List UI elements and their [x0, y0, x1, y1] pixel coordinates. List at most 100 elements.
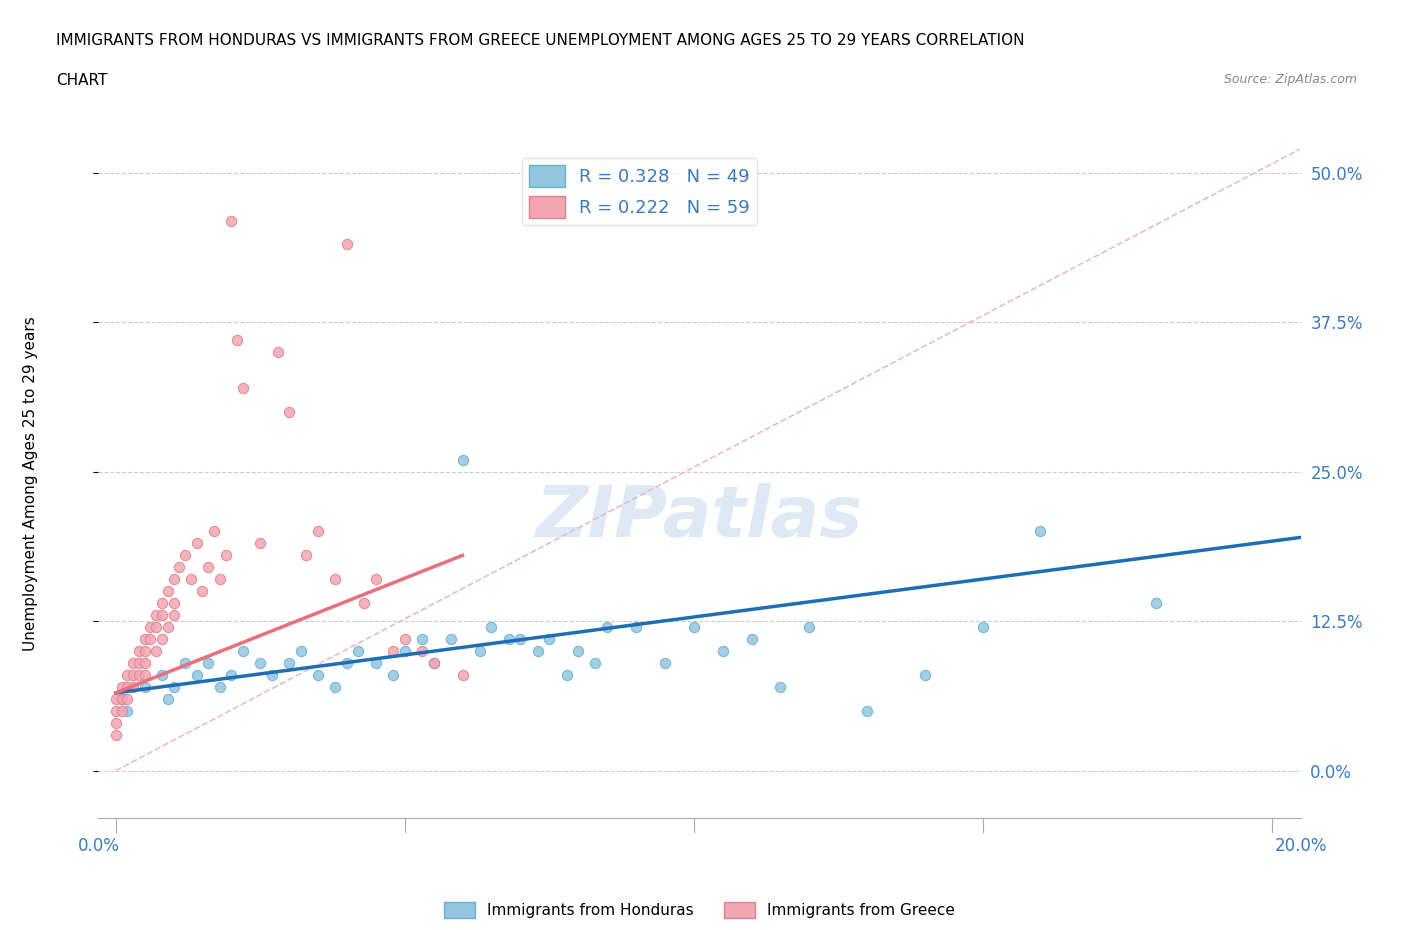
- Point: [232, 380, 254, 395]
- Point: [364, 572, 387, 587]
- Point: [208, 572, 231, 587]
- Point: [364, 656, 387, 671]
- Point: [156, 691, 179, 706]
- Point: [440, 631, 463, 646]
- Point: [914, 668, 936, 683]
- Point: [162, 596, 184, 611]
- Point: [266, 345, 288, 360]
- Point: [509, 631, 531, 646]
- Point: [214, 548, 236, 563]
- Point: [197, 560, 219, 575]
- Point: [1029, 524, 1052, 538]
- Point: [624, 619, 647, 634]
- Point: [156, 584, 179, 599]
- Point: [162, 680, 184, 695]
- Point: [451, 668, 474, 683]
- Point: [134, 680, 156, 695]
- Point: [162, 572, 184, 587]
- Point: [278, 656, 301, 671]
- Point: [134, 656, 156, 671]
- Point: [122, 680, 145, 695]
- Point: [174, 548, 197, 563]
- Point: [162, 607, 184, 622]
- Point: [150, 668, 173, 683]
- Point: [567, 644, 589, 658]
- Point: [208, 680, 231, 695]
- Point: [295, 548, 318, 563]
- Point: [110, 691, 132, 706]
- Point: [856, 703, 879, 718]
- Point: [128, 656, 150, 671]
- Point: [145, 619, 167, 634]
- Point: [122, 656, 145, 671]
- Point: [682, 619, 704, 634]
- Point: [799, 619, 821, 634]
- Point: [336, 237, 359, 252]
- Point: [128, 668, 150, 683]
- Point: [585, 656, 607, 671]
- Point: [104, 691, 127, 706]
- Point: [150, 596, 173, 611]
- Point: [110, 680, 132, 695]
- Point: [232, 644, 254, 658]
- Text: 0.0%: 0.0%: [77, 837, 120, 855]
- Point: [596, 619, 619, 634]
- Point: [654, 656, 676, 671]
- Point: [104, 703, 127, 718]
- Point: [325, 680, 347, 695]
- Point: [221, 668, 243, 683]
- Point: [538, 631, 561, 646]
- Point: [174, 656, 197, 671]
- Point: [260, 668, 283, 683]
- Legend: R = 0.328   N = 49, R = 0.222   N = 59: R = 0.328 N = 49, R = 0.222 N = 59: [522, 158, 758, 225]
- Point: [347, 644, 370, 658]
- Point: [411, 631, 433, 646]
- Point: [740, 631, 762, 646]
- Point: [555, 668, 578, 683]
- Text: ZIPatlas: ZIPatlas: [536, 483, 863, 551]
- Point: [186, 668, 208, 683]
- Point: [1144, 596, 1167, 611]
- Text: Source: ZipAtlas.com: Source: ZipAtlas.com: [1223, 73, 1357, 86]
- Point: [382, 668, 405, 683]
- Point: [169, 560, 191, 575]
- Point: [468, 644, 491, 658]
- Point: [202, 524, 225, 538]
- Point: [104, 715, 127, 730]
- Point: [422, 656, 444, 671]
- Point: [526, 644, 548, 658]
- Point: [128, 644, 150, 658]
- Point: [186, 536, 208, 551]
- Point: [394, 644, 416, 658]
- Point: [145, 607, 167, 622]
- Text: 20.0%: 20.0%: [1274, 837, 1327, 855]
- Point: [122, 668, 145, 683]
- Point: [150, 631, 173, 646]
- Point: [145, 644, 167, 658]
- Point: [481, 619, 503, 634]
- Point: [226, 333, 249, 348]
- Point: [117, 703, 139, 718]
- Point: [110, 691, 132, 706]
- Point: [134, 631, 156, 646]
- Point: [104, 727, 127, 742]
- Point: [278, 405, 301, 419]
- Point: [307, 524, 329, 538]
- Point: [150, 607, 173, 622]
- Point: [411, 644, 433, 658]
- Point: [180, 572, 202, 587]
- Point: [382, 644, 405, 658]
- Point: [197, 656, 219, 671]
- Point: [221, 213, 243, 228]
- Point: [498, 631, 520, 646]
- Point: [336, 656, 359, 671]
- Point: [451, 452, 474, 467]
- Point: [249, 536, 271, 551]
- Point: [972, 619, 994, 634]
- Point: [117, 668, 139, 683]
- Point: [117, 680, 139, 695]
- Point: [307, 668, 329, 683]
- Text: CHART: CHART: [56, 73, 108, 87]
- Text: IMMIGRANTS FROM HONDURAS VS IMMIGRANTS FROM GREECE UNEMPLOYMENT AMONG AGES 25 TO: IMMIGRANTS FROM HONDURAS VS IMMIGRANTS F…: [56, 33, 1025, 47]
- Point: [353, 596, 375, 611]
